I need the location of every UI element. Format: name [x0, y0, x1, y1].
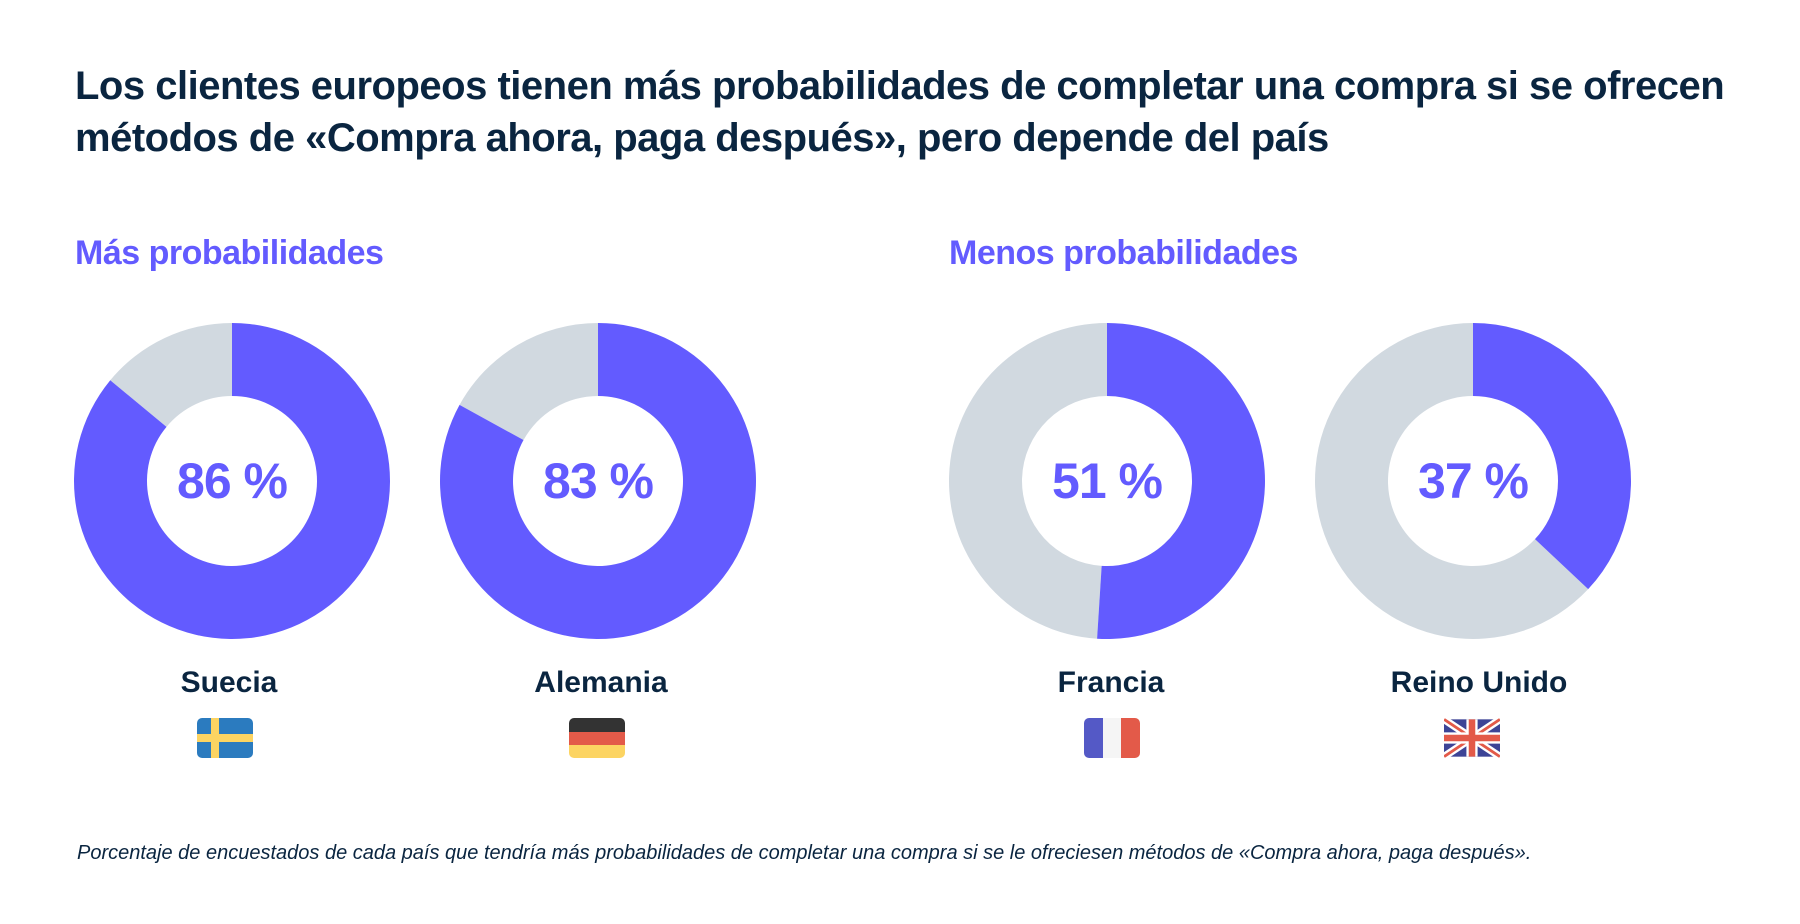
- country-label-reino-unido: Reino Unido: [1390, 666, 1568, 699]
- country-label-suecia: Suecia: [180, 666, 278, 699]
- donut-remainder-francia: [948, 323, 1107, 639]
- data-label-francia: 51 %: [1052, 453, 1163, 509]
- data-label-alemania: 83 %: [543, 453, 654, 509]
- country-label-alemania: Alemania: [534, 666, 668, 699]
- country-label-francia: Francia: [1057, 666, 1165, 699]
- donut-remainder-alemania: [459, 323, 598, 441]
- germany-flag-icon: [569, 718, 625, 758]
- sweden-flag-icon: [197, 718, 253, 758]
- group-heading-more: Más probabilidades: [75, 234, 384, 272]
- data-label-suecia: 86 %: [177, 453, 288, 509]
- donut-value-suecia: [74, 323, 391, 639]
- footnote: Porcentaje de encuestados de cada país q…: [77, 842, 1532, 864]
- chart-title: Los clientes europeos tienen más probabi…: [75, 64, 1725, 160]
- donut-value-alemania: [439, 323, 757, 639]
- donut-remainder-suecia: [110, 323, 232, 427]
- france-flag-icon: [1084, 718, 1140, 758]
- group-heading-less: Menos probabilidades: [949, 234, 1298, 272]
- donut-remainder-reino-unido: [1315, 323, 1589, 639]
- donut-value-reino-unido: [1473, 323, 1631, 590]
- donut-value-francia: [1097, 323, 1265, 639]
- uk-flag-icon: [1444, 718, 1500, 758]
- data-label-reino-unido: 37 %: [1418, 453, 1529, 509]
